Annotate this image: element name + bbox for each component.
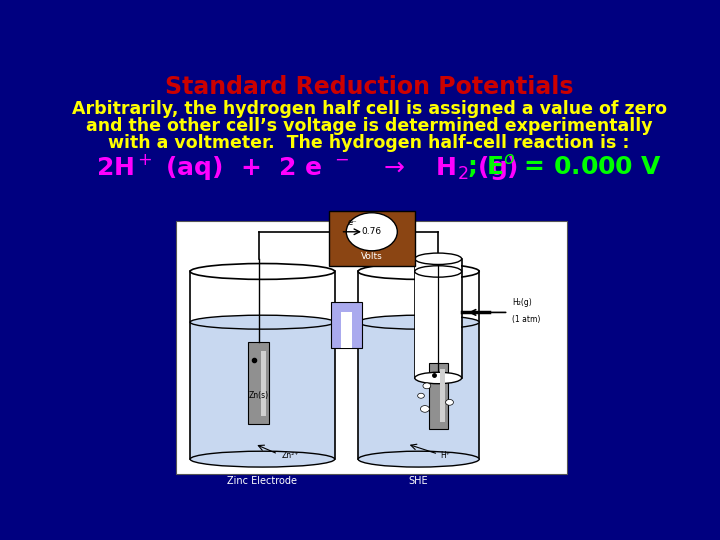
Text: Zinc Electrode: Zinc Electrode (228, 476, 297, 487)
Bar (440, 369, 445, 422)
Ellipse shape (190, 451, 335, 467)
Text: 2H$^+$ (aq)  +  2 e $^-$   $\rightarrow$   H$_2$ (g): 2H$^+$ (aq) + 2 e $^-$ $\rightarrow$ H$_… (96, 152, 518, 181)
Ellipse shape (190, 315, 335, 329)
Text: H⁺: H⁺ (440, 451, 450, 460)
Text: with a voltmeter.  The hydrogen half-cell reaction is :: with a voltmeter. The hydrogen half-cell… (108, 134, 630, 152)
Bar (330, 302, 362, 348)
Ellipse shape (415, 253, 462, 265)
Bar (248, 342, 269, 424)
Bar (261, 350, 266, 415)
Bar (190, 322, 335, 459)
Text: H₂(g): H₂(g) (513, 298, 532, 307)
Bar (415, 259, 461, 378)
Text: Arbitrarily, the hydrogen half cell is assigned a value of zero: Arbitrarily, the hydrogen half cell is a… (71, 100, 667, 118)
Text: and the other cell’s voltage is determined experimentally: and the other cell’s voltage is determin… (86, 117, 652, 135)
Text: Zn(s): Zn(s) (248, 391, 269, 400)
Bar (358, 322, 480, 459)
Text: SHE: SHE (409, 476, 428, 487)
Circle shape (446, 400, 454, 405)
Bar (429, 363, 448, 429)
Ellipse shape (358, 451, 480, 467)
Circle shape (420, 406, 429, 412)
Ellipse shape (415, 372, 462, 384)
Text: e⁻: e⁻ (348, 218, 357, 227)
Ellipse shape (358, 315, 480, 329)
Text: Zn²⁺: Zn²⁺ (282, 451, 300, 460)
Bar (176, 221, 567, 474)
Circle shape (418, 393, 424, 398)
Text: ; E$^o$ = 0.000 V: ; E$^o$ = 0.000 V (450, 153, 662, 180)
Text: Standard Reduction Potentials: Standard Reduction Potentials (165, 75, 573, 99)
Text: (1 atm): (1 atm) (513, 315, 541, 324)
Circle shape (423, 383, 431, 389)
Text: 0.76: 0.76 (361, 227, 382, 237)
Circle shape (346, 213, 397, 251)
Text: Volts: Volts (361, 252, 382, 261)
Bar (341, 312, 352, 348)
Bar (329, 211, 415, 266)
